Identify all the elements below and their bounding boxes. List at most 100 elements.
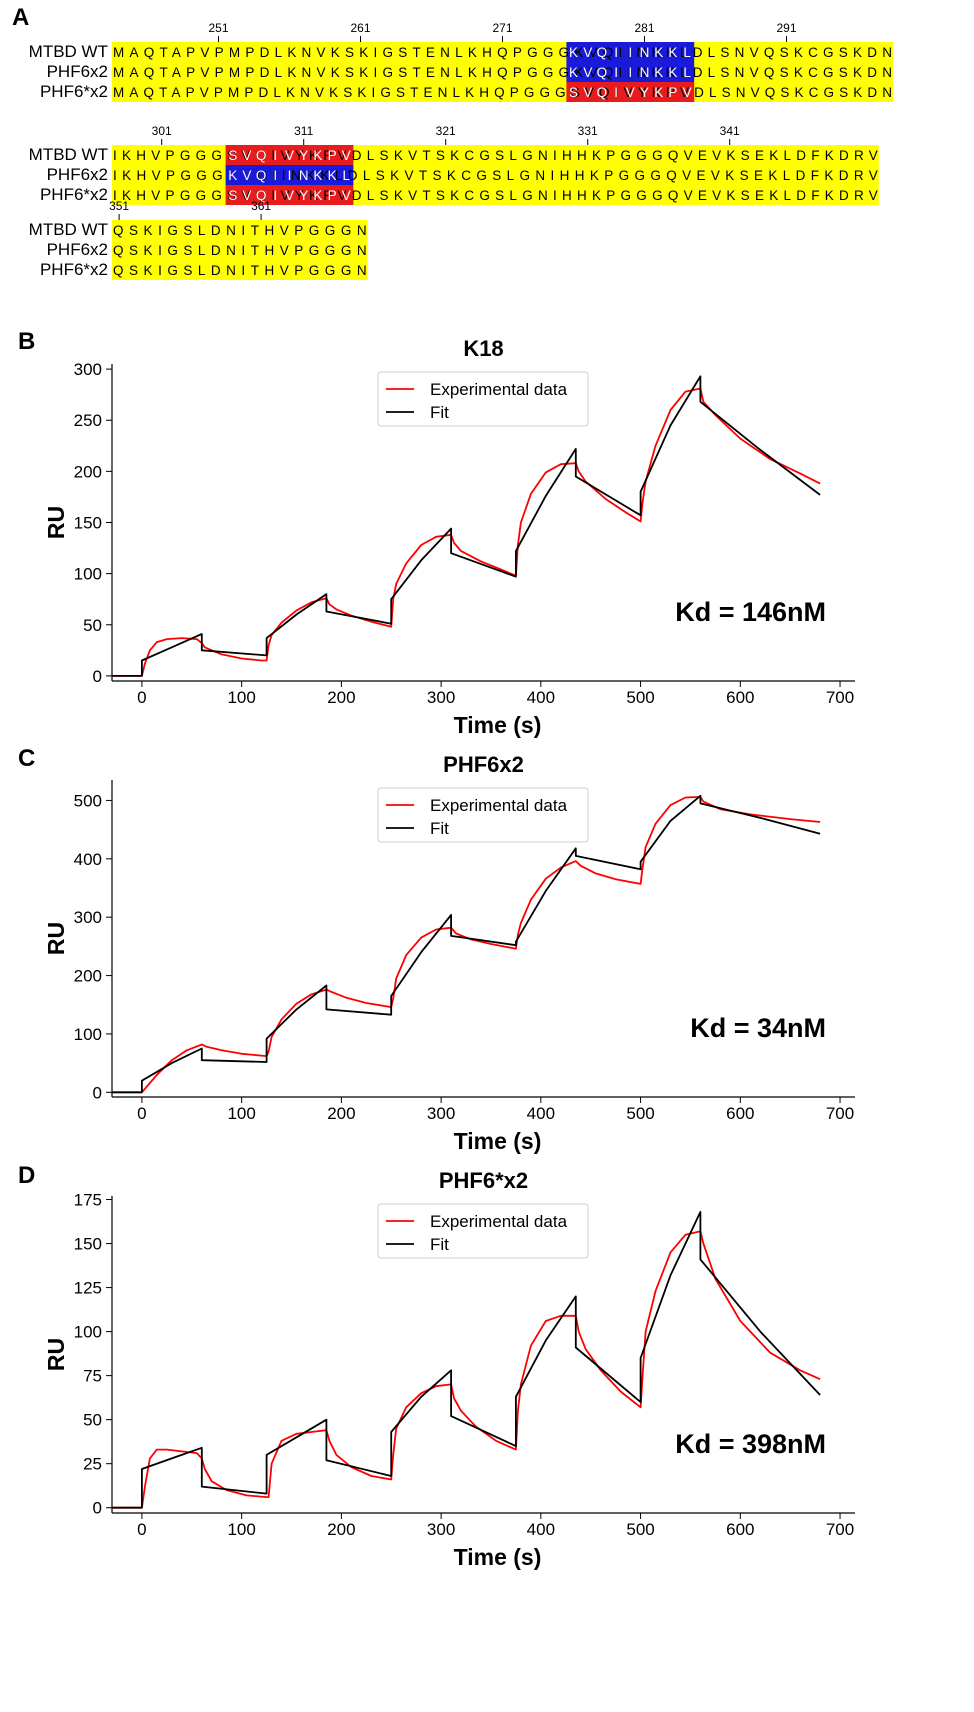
highlighted-residue: K bbox=[668, 65, 677, 80]
kd-annotation: Kd = 146nM bbox=[675, 597, 826, 627]
highlighted-residue: K bbox=[313, 188, 322, 203]
legend-box bbox=[377, 787, 589, 843]
kd-annotation: Kd = 34nM bbox=[690, 1013, 826, 1043]
experimental-data-line bbox=[112, 387, 821, 677]
motif-highlight bbox=[225, 145, 354, 165]
x-tick-label: 700 bbox=[826, 1520, 854, 1539]
x-tick-label: 500 bbox=[626, 1520, 654, 1539]
highlighted-residue: K bbox=[328, 168, 337, 183]
y-tick-label: 250 bbox=[74, 411, 102, 430]
alignment-tick-label: 361 bbox=[251, 199, 271, 213]
x-tick-label: 700 bbox=[826, 1104, 854, 1123]
sequence-name: PHF6*x2 bbox=[40, 260, 108, 279]
y-tick-label: 75 bbox=[83, 1367, 102, 1386]
y-tick-label: 100 bbox=[74, 1323, 102, 1342]
y-tick-label: 25 bbox=[83, 1455, 102, 1474]
highlighted-residue: V bbox=[683, 85, 692, 100]
y-tick-label: 175 bbox=[74, 1191, 102, 1210]
y-tick-label: 125 bbox=[74, 1279, 102, 1298]
y-tick-label: 50 bbox=[83, 1411, 102, 1430]
alignment-tick-label: 281 bbox=[634, 21, 654, 35]
highlighted-residue: V bbox=[242, 188, 251, 203]
x-axis-label: Time (s) bbox=[454, 712, 542, 738]
experimental-data-line bbox=[112, 1230, 821, 1509]
highlighted-residue: K bbox=[569, 65, 578, 80]
chart-k18: K18 0 100 200 300 400 500 600 700 0 50 100 150 200 250… bbox=[43, 336, 855, 738]
highlighted-residue: K bbox=[313, 168, 322, 183]
highlighted-residue: P bbox=[328, 148, 337, 163]
alignment-tick-label: 351 bbox=[109, 199, 129, 213]
legend-entry: Fit bbox=[430, 403, 449, 422]
sequence-name: PHF6x2 bbox=[47, 62, 108, 81]
highlighted-residue: P bbox=[668, 85, 677, 100]
alignment-tick-label: 321 bbox=[436, 124, 456, 138]
highlighted-residue: V bbox=[583, 45, 592, 60]
highlighted-residue: V bbox=[626, 85, 635, 100]
sequence-background bbox=[112, 82, 893, 102]
highlighted-residue: K bbox=[654, 65, 663, 80]
x-tick-label: 300 bbox=[427, 1104, 455, 1123]
highlighted-residue: V bbox=[342, 188, 351, 203]
x-tick-label: 700 bbox=[826, 688, 854, 707]
y-tick-label: 200 bbox=[74, 462, 102, 481]
y-tick-label: 150 bbox=[74, 514, 102, 533]
y-axis-label: RU bbox=[43, 506, 69, 539]
highlighted-residue: Q bbox=[597, 45, 608, 60]
kd-annotation: Kd = 398nM bbox=[675, 1429, 826, 1459]
highlighted-residue: Q bbox=[256, 188, 267, 203]
highlighted-residue: L bbox=[683, 45, 691, 60]
highlighted-residue: S bbox=[228, 188, 237, 203]
highlighted-residue: L bbox=[343, 168, 351, 183]
alignment-tick-label: 261 bbox=[350, 21, 370, 35]
highlighted-residue: V bbox=[242, 148, 251, 163]
highlighted-residue: I bbox=[614, 85, 618, 100]
chart-phf6x2: PHF6x2 0 100 200 300 400 500 600 700 0 100 200 300 40… bbox=[43, 752, 855, 1154]
highlighted-residue: S bbox=[228, 148, 237, 163]
chart-title: PHF6x2 bbox=[443, 752, 524, 777]
y-tick-label: 100 bbox=[74, 565, 102, 584]
x-tick-label: 600 bbox=[726, 688, 754, 707]
sequence-text: MAQTAPVPMPDLKNVKSKIGSTENLKHQPGGGSVQIVYKP… bbox=[113, 85, 892, 100]
panel-label-d: D bbox=[18, 1162, 36, 1189]
motif-highlight bbox=[566, 62, 695, 82]
legend-entry: Experimental data bbox=[430, 796, 568, 815]
legend-box bbox=[377, 371, 589, 427]
x-tick-label: 0 bbox=[137, 1104, 146, 1123]
highlighted-residue: P bbox=[328, 188, 337, 203]
x-tick-label: 0 bbox=[137, 1520, 146, 1539]
highlighted-residue: V bbox=[285, 148, 294, 163]
x-tick-label: 400 bbox=[527, 688, 555, 707]
x-tick-label: 300 bbox=[427, 1520, 455, 1539]
x-tick-label: 600 bbox=[726, 1104, 754, 1123]
highlighted-residue: N bbox=[640, 45, 650, 60]
y-tick-label: 400 bbox=[74, 850, 102, 869]
x-tick-label: 200 bbox=[327, 1104, 355, 1123]
panel-label-a: A bbox=[12, 4, 30, 31]
highlighted-residue: L bbox=[683, 65, 691, 80]
x-tick-label: 200 bbox=[327, 688, 355, 707]
x-tick-label: 0 bbox=[137, 688, 146, 707]
x-axis-label: Time (s) bbox=[454, 1544, 542, 1570]
highlighted-residue: V bbox=[342, 148, 351, 163]
y-tick-label: 200 bbox=[74, 967, 102, 986]
highlighted-residue: I bbox=[628, 45, 632, 60]
x-tick-label: 100 bbox=[227, 688, 255, 707]
motif-highlight bbox=[225, 185, 354, 205]
alignment-tick-label: 311 bbox=[294, 124, 313, 138]
highlighted-residue: V bbox=[285, 188, 294, 203]
sequence-name: PHF6x2 bbox=[47, 165, 108, 184]
y-tick-label: 500 bbox=[74, 791, 102, 810]
y-tick-label: 50 bbox=[83, 616, 102, 635]
fit-line bbox=[112, 1211, 821, 1509]
alignment-tick-label: 301 bbox=[152, 124, 172, 138]
highlighted-residue: Y bbox=[299, 188, 308, 203]
highlighted-residue: K bbox=[668, 45, 677, 60]
highlighted-residue: Q bbox=[597, 85, 608, 100]
highlighted-residue: V bbox=[583, 65, 592, 80]
panel-label-b: B bbox=[18, 328, 36, 355]
sequence-name: MTBD WT bbox=[29, 220, 108, 239]
highlighted-residue: I bbox=[614, 65, 618, 80]
highlighted-residue: K bbox=[228, 168, 237, 183]
x-tick-label: 600 bbox=[726, 1520, 754, 1539]
x-tick-label: 100 bbox=[227, 1104, 255, 1123]
